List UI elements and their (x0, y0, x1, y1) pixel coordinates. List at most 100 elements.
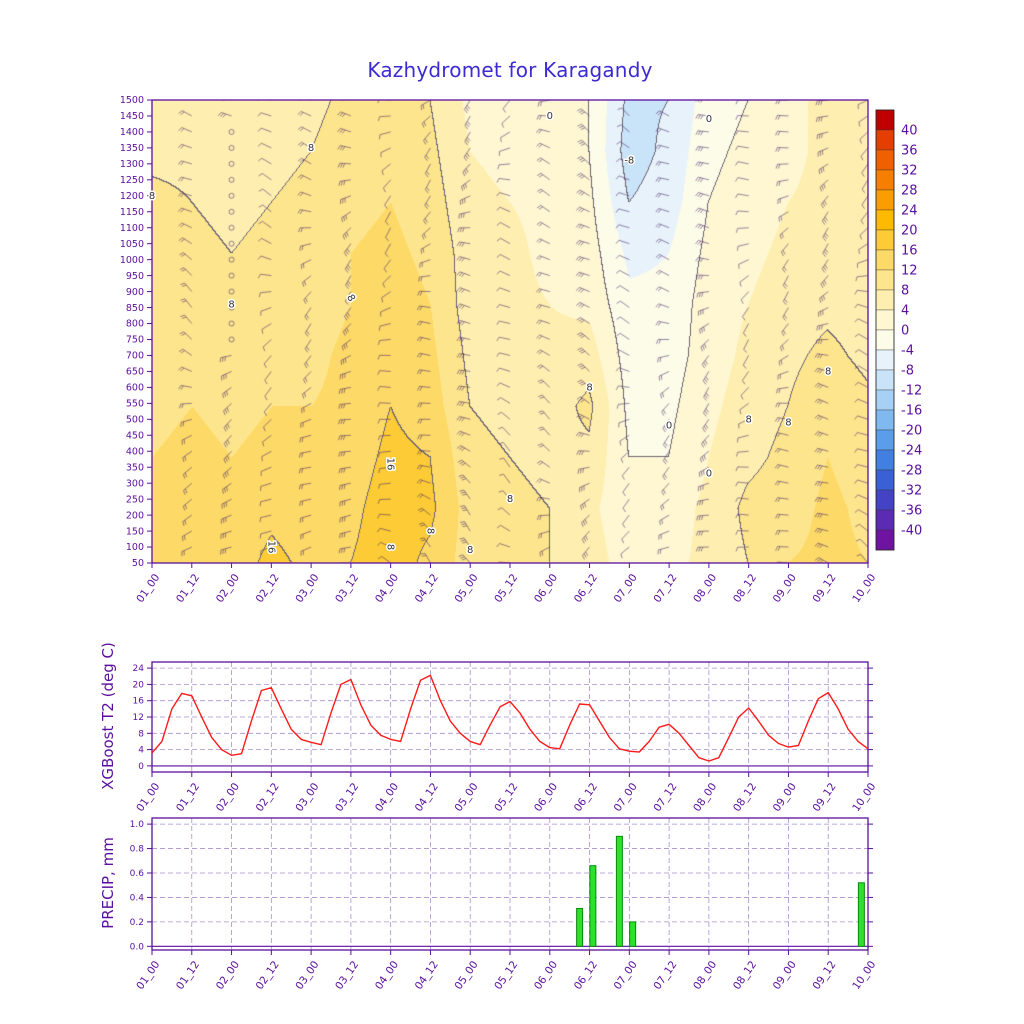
svg-text:02_00: 02_00 (214, 572, 242, 605)
svg-text:01_12: 01_12 (174, 959, 202, 992)
svg-text:16: 16 (385, 458, 396, 471)
svg-text:05_00: 05_00 (453, 572, 481, 605)
svg-text:8: 8 (424, 528, 435, 534)
svg-text:03_00: 03_00 (293, 572, 321, 605)
svg-text:1450: 1450 (120, 111, 144, 122)
svg-text:100: 100 (126, 542, 144, 553)
svg-text:-24: -24 (901, 444, 922, 459)
t2-panel: 0 4 8 12 16 20 24 01_00 01_12 02_00 02_12 03_00 03_1… (133, 661, 878, 814)
precip-bar (576, 907, 584, 947)
svg-text:450: 450 (126, 430, 144, 441)
svg-text:03_00: 03_00 (293, 959, 321, 992)
precip-bar (629, 921, 637, 947)
svg-text:8: 8 (745, 414, 751, 425)
svg-text:01_00: 01_00 (134, 781, 162, 814)
svg-text:07_12: 07_12 (651, 959, 679, 992)
svg-text:300: 300 (126, 478, 144, 489)
svg-text:1000: 1000 (120, 255, 144, 266)
svg-text:05_12: 05_12 (492, 959, 520, 992)
svg-text:0.6: 0.6 (130, 869, 145, 879)
cross-section-heatmap-canvas (152, 100, 868, 563)
svg-text:06_00: 06_00 (532, 959, 560, 992)
svg-text:8: 8 (467, 545, 473, 556)
svg-text:20: 20 (901, 224, 918, 239)
svg-text:150: 150 (126, 526, 144, 537)
svg-text:05_12: 05_12 (492, 781, 520, 814)
svg-text:600: 600 (126, 383, 144, 394)
svg-text:03_12: 03_12 (333, 959, 361, 992)
svg-text:8: 8 (385, 544, 396, 550)
precip-bar (589, 865, 597, 947)
svg-text:05_12: 05_12 (492, 572, 520, 605)
svg-text:02_12: 02_12 (254, 959, 282, 992)
svg-text:8: 8 (586, 382, 592, 393)
svg-text:04_00: 04_00 (373, 781, 401, 814)
svg-text:1100: 1100 (120, 223, 144, 234)
svg-text:8: 8 (901, 284, 909, 299)
svg-text:04_12: 04_12 (413, 572, 441, 605)
svg-text:1250: 1250 (120, 175, 144, 186)
svg-text:04_00: 04_00 (373, 572, 401, 605)
svg-text:8: 8 (308, 143, 314, 154)
svg-text:0: 0 (547, 111, 553, 122)
svg-text:06_00: 06_00 (532, 572, 560, 605)
svg-text:0.8: 0.8 (130, 845, 145, 855)
svg-text:1350: 1350 (120, 143, 144, 154)
svg-text:700: 700 (126, 351, 144, 362)
svg-text:05_00: 05_00 (453, 781, 481, 814)
svg-text:-4: -4 (901, 344, 914, 359)
svg-text:850: 850 (126, 303, 144, 314)
svg-text:09_12: 09_12 (811, 959, 839, 992)
svg-text:07_12: 07_12 (651, 781, 679, 814)
svg-text:1150: 1150 (120, 207, 144, 218)
svg-text:06_12: 06_12 (572, 959, 600, 992)
svg-text:02_00: 02_00 (214, 959, 242, 992)
svg-text:16: 16 (265, 541, 276, 554)
svg-text:10_00: 10_00 (850, 572, 878, 605)
svg-text:-8: -8 (624, 156, 634, 167)
precip-panel: 0.0 0.2 0.4 0.6 0.8 1.0 01_00 01_12 02_00 02_12 03… (130, 817, 878, 992)
svg-text:08_12: 08_12 (731, 572, 759, 605)
svg-text:4: 4 (901, 304, 909, 319)
svg-text:8: 8 (228, 299, 234, 310)
svg-text:09_12: 09_12 (811, 781, 839, 814)
svg-text:0: 0 (138, 762, 144, 772)
svg-text:36: 36 (901, 144, 918, 159)
svg-text:08_00: 08_00 (691, 781, 719, 814)
svg-text:8: 8 (825, 366, 831, 377)
svg-text:10_00: 10_00 (850, 781, 878, 814)
svg-text:01_00: 01_00 (134, 572, 162, 605)
svg-text:0: 0 (706, 469, 712, 480)
svg-text:-8: -8 (901, 364, 914, 379)
svg-text:0.2: 0.2 (130, 918, 144, 928)
cross-section-axes: 1500145014001350130012501200115011001050… (120, 95, 879, 605)
svg-text:50: 50 (132, 558, 144, 569)
svg-text:01_12: 01_12 (174, 781, 202, 814)
svg-text:06_00: 06_00 (532, 781, 560, 814)
svg-text:-20: -20 (901, 424, 922, 439)
svg-text:07_00: 07_00 (612, 959, 640, 992)
svg-text:16: 16 (901, 244, 918, 259)
svg-text:1200: 1200 (120, 191, 144, 202)
svg-text:06_12: 06_12 (572, 781, 600, 814)
svg-text:-28: -28 (901, 464, 922, 479)
svg-text:0: 0 (706, 114, 712, 125)
svg-text:8: 8 (138, 729, 144, 739)
svg-text:08_00: 08_00 (691, 572, 719, 605)
svg-text:04_12: 04_12 (413, 959, 441, 992)
svg-text:8: 8 (507, 494, 513, 505)
svg-text:200: 200 (126, 510, 144, 521)
svg-text:900: 900 (126, 287, 144, 298)
svg-text:09_00: 09_00 (771, 781, 799, 814)
svg-text:40: 40 (901, 124, 918, 139)
svg-text:250: 250 (126, 494, 144, 505)
svg-text:03_12: 03_12 (333, 572, 361, 605)
colorbar: 4036322824201612840-4-8-12-16-20-24-28-3… (875, 109, 922, 551)
svg-text:04_12: 04_12 (413, 781, 441, 814)
svg-text:-40: -40 (901, 524, 922, 539)
svg-text:12: 12 (133, 713, 144, 723)
svg-text:-16: -16 (901, 404, 922, 419)
precip-axis-title: PRECIP, mm (99, 837, 117, 929)
svg-text:01_12: 01_12 (174, 572, 202, 605)
